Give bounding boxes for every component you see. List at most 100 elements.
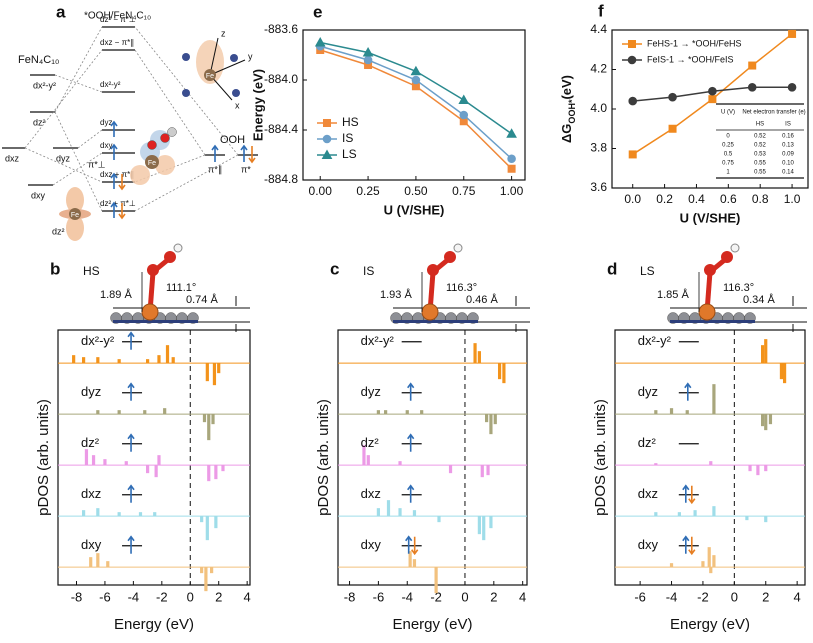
spin-arrow-head <box>405 535 413 542</box>
x-tick-label: -4 <box>128 589 140 604</box>
fe-atom <box>421 303 439 321</box>
pdos-peak <box>157 355 161 364</box>
pdos-peak <box>756 465 760 476</box>
panel-letter: f <box>598 1 604 20</box>
n-atom <box>182 53 190 61</box>
graphene-bond <box>670 320 755 323</box>
fe-atom <box>69 208 81 220</box>
table-cell: 1 <box>726 170 730 176</box>
o-atom <box>704 264 716 276</box>
table-cell: 0.55 <box>754 161 766 167</box>
pdos-peak <box>91 455 96 466</box>
pdos-peak <box>117 410 121 415</box>
x-tick-label: 1.00 <box>500 184 524 198</box>
orbital-label: dxz <box>638 486 658 501</box>
bond-length: 1.93 Å <box>380 288 412 301</box>
line-chart: f 0.0 0.2 0.4 0.6 0.8 1.0 3.6 3.8 4.0 4.2 4.4 U (V/S… <box>559 1 809 225</box>
pdos-peak <box>210 567 214 574</box>
orbital-lobe <box>130 165 150 185</box>
x-tick-label: 0.00 <box>309 184 333 198</box>
axis-letter: x <box>235 100 240 110</box>
table-cell: 0.55 <box>754 170 766 176</box>
pdos-peak <box>165 345 170 364</box>
pdos-chart: c IS 1.93 Å 116.3°0.46 Å -8 -6 -4 -2 0 2 4 Energy (… <box>315 243 530 633</box>
pdos-peak <box>764 414 768 431</box>
legend-label: FeHS-1 → *OOH/FeHS <box>647 38 742 48</box>
orbital-label: dyz <box>361 384 381 399</box>
axis-arrow <box>209 59 246 76</box>
level-label: dz² + π*⊥ <box>100 199 136 208</box>
table-cell: 0.13 <box>782 143 794 149</box>
pdos-peak <box>221 465 225 472</box>
axis-arrow <box>209 37 219 76</box>
x-tick-label: -4 <box>401 589 413 604</box>
level-label: dxy <box>100 141 112 150</box>
pdos-peak <box>214 516 218 529</box>
x-tick-label: -8 <box>344 589 356 604</box>
pdos-peak <box>707 547 711 568</box>
pdos-peak <box>207 414 211 441</box>
pdos-peak <box>779 363 784 380</box>
atom <box>167 127 177 137</box>
marker <box>507 164 516 173</box>
x-tick-label: 0.4 <box>688 192 705 206</box>
spin-arrow-head <box>110 201 118 208</box>
spin-arrow-head <box>411 549 419 556</box>
pdos-peak <box>485 414 489 423</box>
pdos-peak <box>117 359 121 364</box>
y-tick-label: 4.2 <box>590 62 607 76</box>
marker <box>362 46 374 57</box>
pdos-peak <box>82 357 86 364</box>
pdos-peak <box>489 516 493 529</box>
level-label: dx²-y² <box>100 80 121 89</box>
marker <box>628 150 637 159</box>
spin-arrow-head <box>407 484 415 491</box>
pdos-peak <box>124 461 128 466</box>
orbital-label: dz² <box>638 435 657 450</box>
y-axis-label-main: ΔG <box>559 124 574 143</box>
y-axis-label: pDOS (arb. units) <box>315 399 332 516</box>
pdos-peak <box>398 508 402 517</box>
pdos-peak <box>654 512 658 517</box>
o-atom <box>164 251 176 263</box>
pdos-peak <box>96 508 100 517</box>
level-label: dxy <box>31 190 46 200</box>
y-tick-label: 4.4 <box>590 22 607 36</box>
orbital-lobe <box>155 155 175 175</box>
marker <box>627 55 637 65</box>
level-label: dyz <box>100 118 112 127</box>
pdos-peak <box>412 510 417 517</box>
legend-label: IS <box>342 131 353 145</box>
pdos-peak <box>448 465 453 474</box>
pdos-peak <box>685 410 689 415</box>
side-label: π*⊥ <box>88 159 106 169</box>
pdos-peak <box>408 551 412 568</box>
pdos-peak <box>745 516 749 521</box>
pdos-peak <box>782 363 787 384</box>
spin-arrow-head <box>110 172 118 179</box>
pdos-peak <box>366 455 370 466</box>
marker <box>322 134 332 144</box>
spin-arrow-head <box>407 433 415 440</box>
pdos-peak <box>709 567 713 574</box>
orbital-label: dx²-y² <box>81 333 115 348</box>
pdos-peak <box>157 455 161 466</box>
marker <box>314 36 326 47</box>
pdos-peak <box>200 567 204 574</box>
spin-arrow-head <box>684 382 692 389</box>
spin-arrow-head <box>110 120 118 127</box>
spin-state: HS <box>83 264 100 278</box>
table-cell: 0.25 <box>722 143 734 149</box>
pdos-peak <box>96 357 100 364</box>
correlation-line <box>52 152 103 186</box>
fe-height: 0.34 Å <box>743 293 775 306</box>
pdos-peak <box>217 363 221 374</box>
marker <box>321 149 333 159</box>
bond-length: 1.89 Å <box>100 288 132 301</box>
spin-arrow-head <box>118 184 126 191</box>
table-cell: 0.52 <box>754 134 766 140</box>
pdos-peak <box>405 410 409 415</box>
x-tick-label: 0 <box>731 589 738 604</box>
diagram-title: *OOH/FeN₄C₁₀ <box>84 11 151 22</box>
spin-arrow-head <box>118 213 126 220</box>
